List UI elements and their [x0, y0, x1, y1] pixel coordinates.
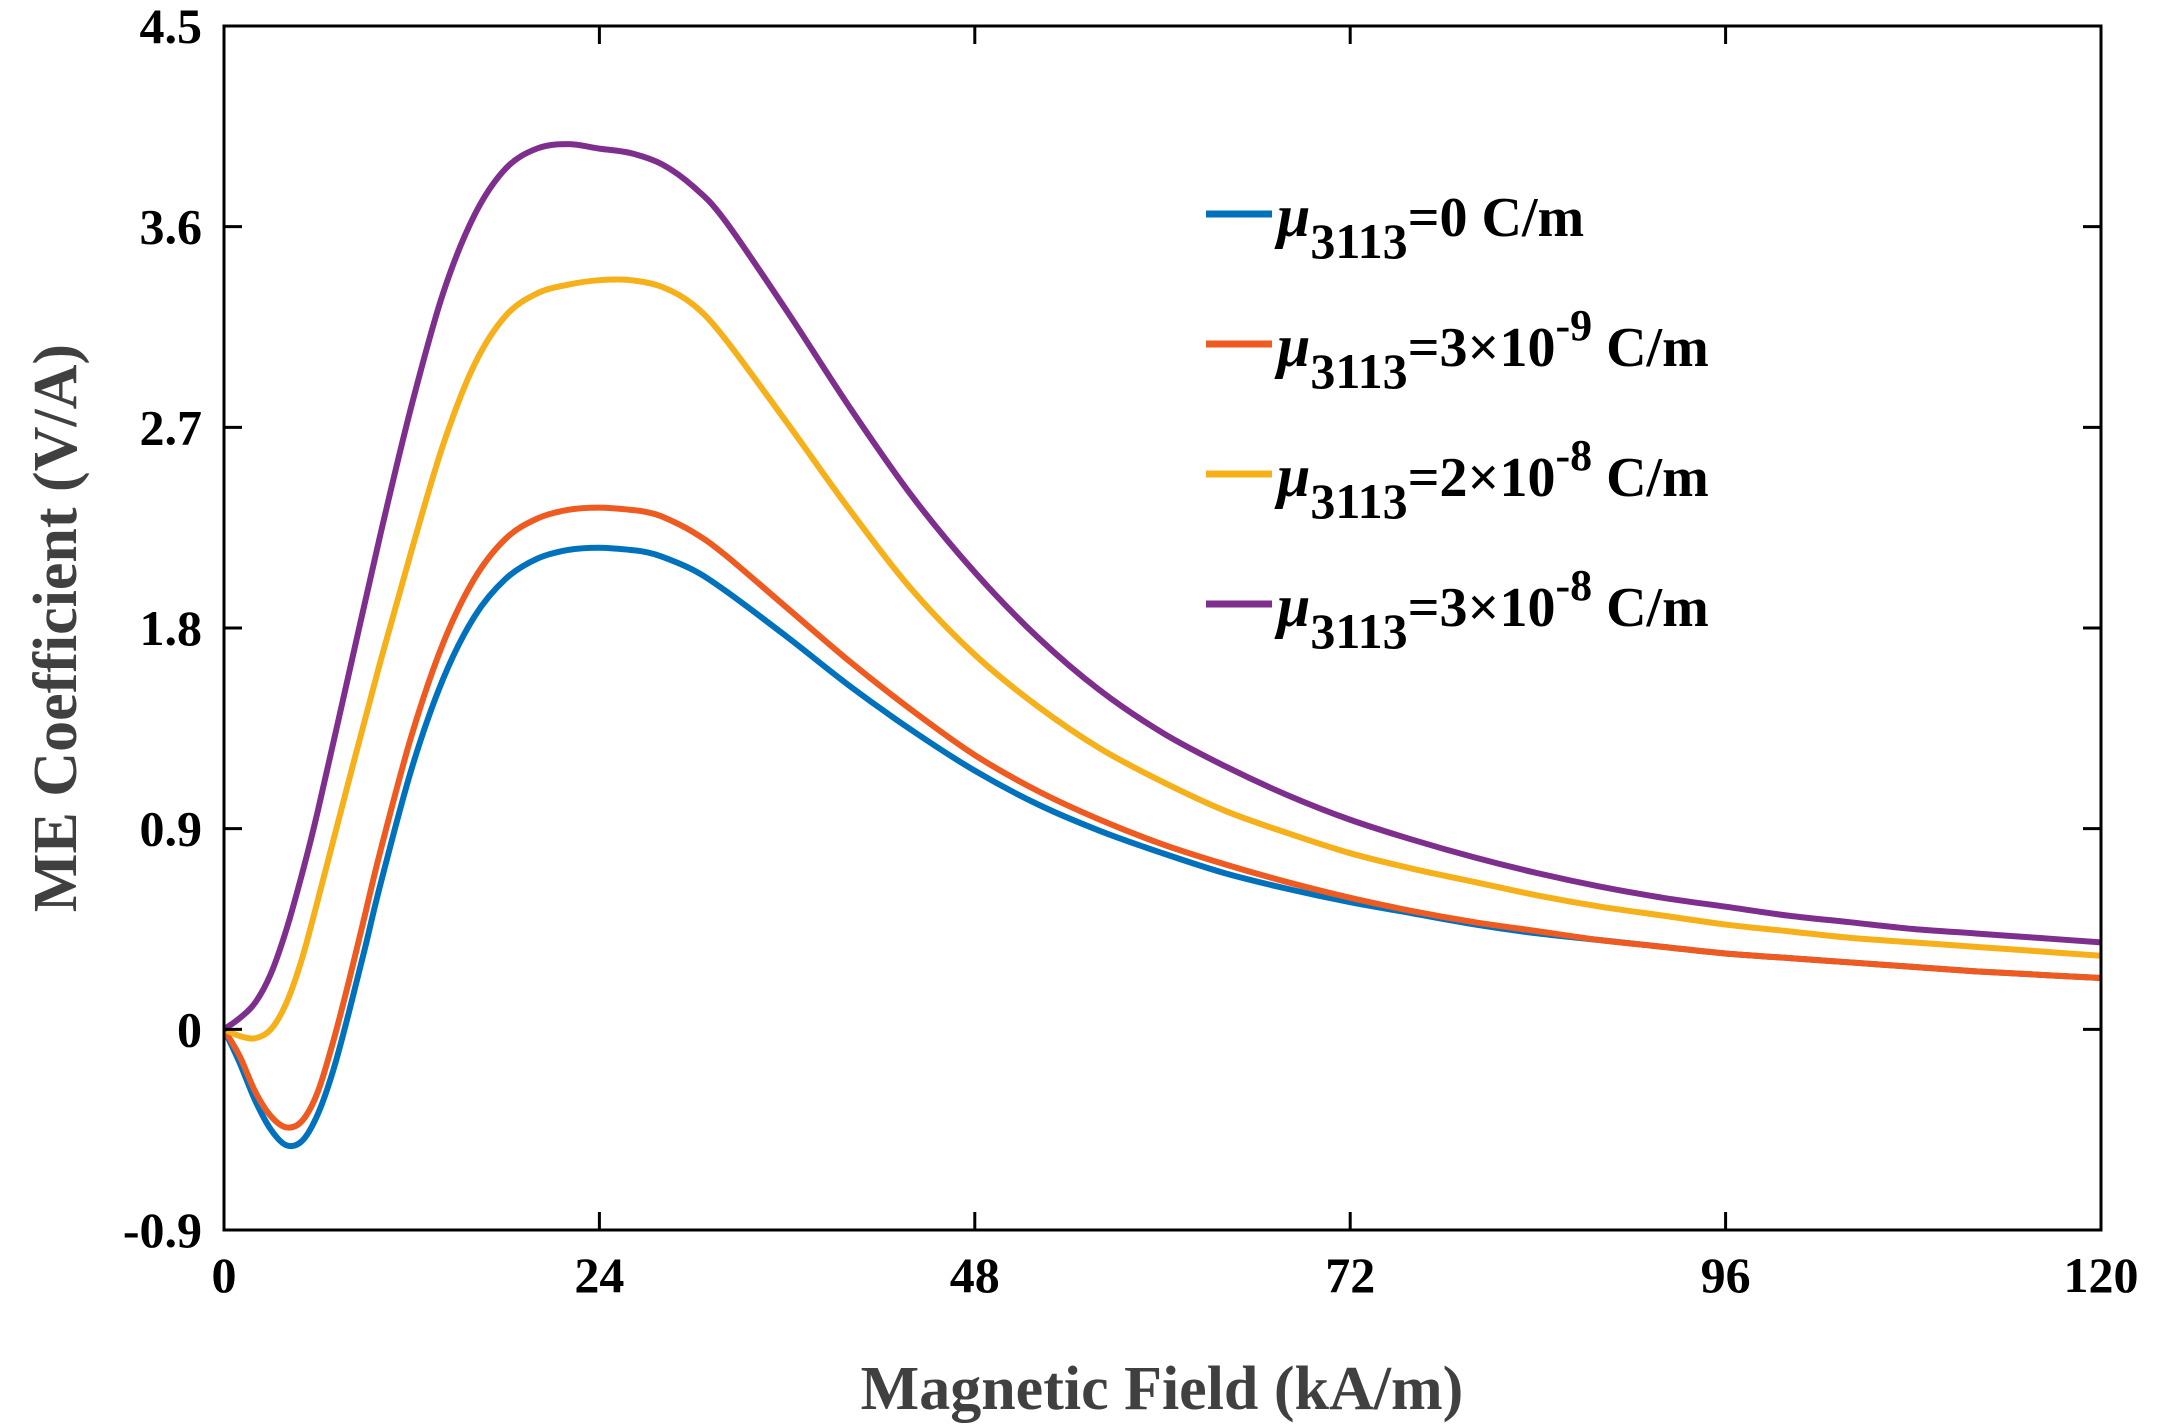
legend-item-2: μ3113=3×10-9 C/m — [1206, 301, 1709, 399]
x-tick-label-96: 96 — [1701, 1247, 1751, 1303]
y-tick-label-0: 0 — [177, 1001, 202, 1057]
y-tick-label-0-9: 0.9 — [140, 801, 203, 857]
legend-label-4: μ3113=3×10-8 C/m — [1274, 561, 1709, 659]
x-tick-label-24: 24 — [574, 1247, 624, 1303]
legend-label-1: μ3113=0 C/m — [1274, 183, 1584, 269]
plot-background — [224, 26, 2101, 1230]
legend: μ3113=0 C/m μ3113=3×10-9 C/m μ3113=2×10-8 … — [1206, 183, 1709, 659]
series-layer — [224, 141, 2101, 1150]
series-line-4 — [224, 141, 2101, 1033]
ticks-layer: 0 24 48 72 96 120-0.900.91.82.73.64.5 — [123, 0, 2139, 1303]
legend-item-3: μ3113=2×10-8 C/m — [1206, 431, 1709, 529]
series-line-3 — [224, 276, 2101, 1042]
x-tick-label-48: 48 — [950, 1247, 1000, 1303]
legend-item-1: μ3113=0 C/m — [1206, 183, 1584, 269]
plot-frame — [222, 24, 2103, 1232]
legend-label-3: μ3113=2×10-8 C/m — [1274, 431, 1709, 529]
y-tick-label-0-9: -0.9 — [123, 1202, 202, 1258]
series-line-2 — [224, 504, 2101, 1131]
y-tick-label-1-8: 1.8 — [140, 600, 203, 656]
y-tick-label-2-7: 2.7 — [140, 399, 203, 455]
legend-item-4: μ3113=3×10-8 C/m — [1206, 561, 1709, 659]
y-axis-title: ME Coefficient (V/A) — [22, 344, 90, 912]
y-tick-label-3-6: 3.6 — [140, 199, 203, 255]
x-tick-label-72: 72 — [1325, 1247, 1375, 1303]
legend-label-2: μ3113=3×10-9 C/m — [1274, 301, 1709, 399]
x-tick-label-0: 0 — [212, 1247, 237, 1303]
y-tick-label-4-5: 4.5 — [140, 0, 203, 54]
x-tick-label-120: 120 — [2064, 1247, 2139, 1303]
x-axis-title: Magnetic Field (kA/m) — [861, 1355, 1464, 1423]
